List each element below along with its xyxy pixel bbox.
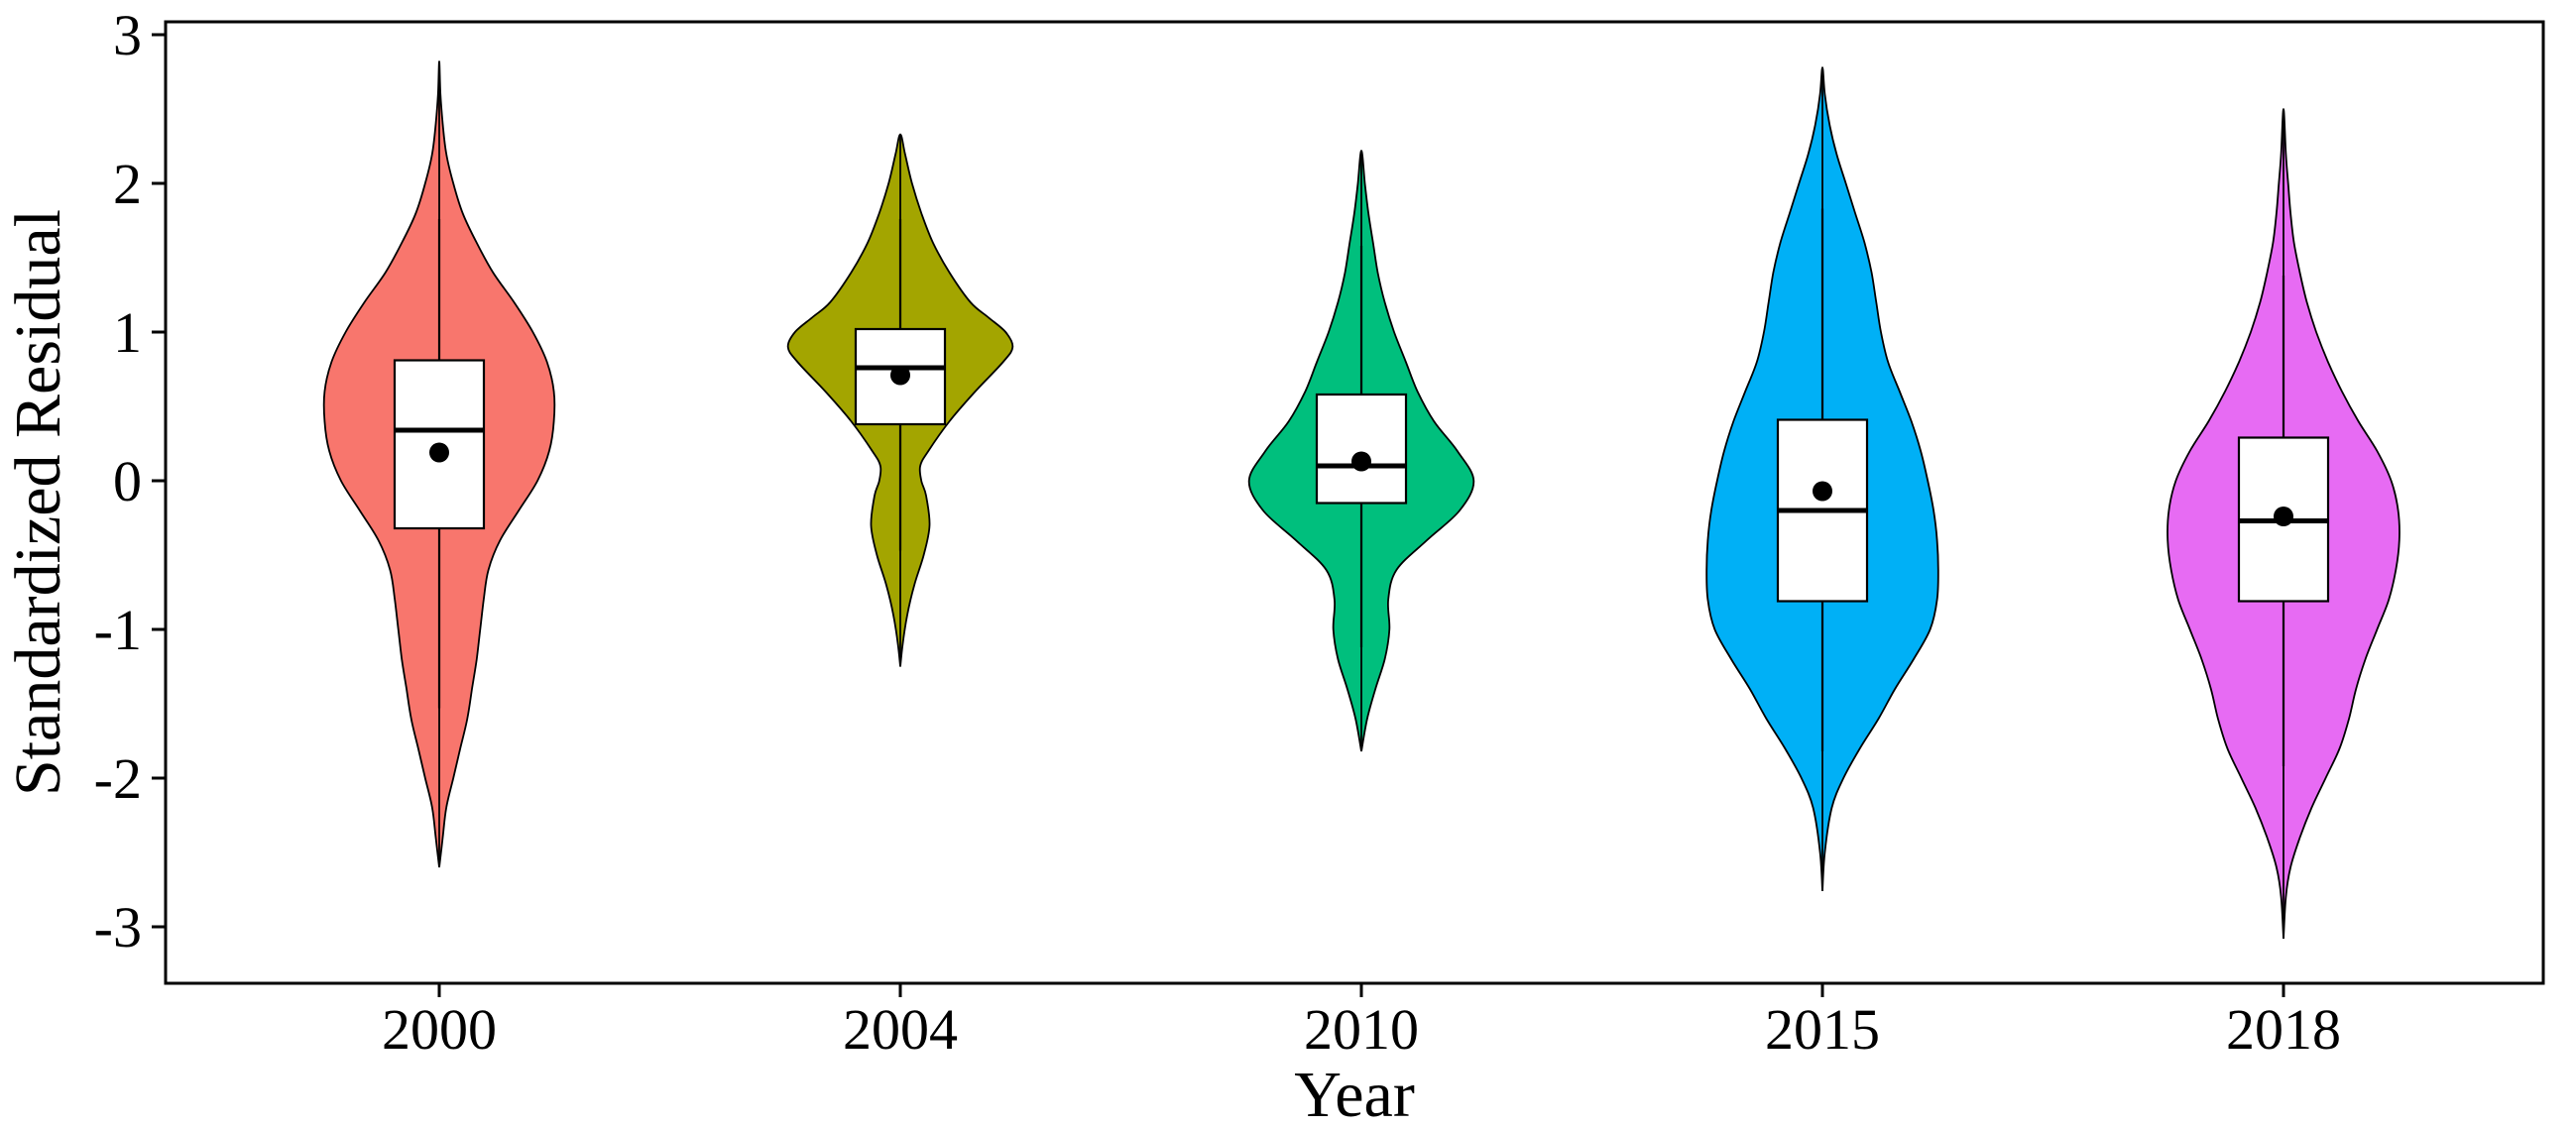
violin-group-2004	[786, 133, 1014, 667]
mean-point	[890, 365, 910, 386]
box-iqr	[1315, 393, 1408, 505]
x-tick-label: 2004	[843, 997, 958, 1062]
mean-point	[1351, 451, 1371, 472]
y-tick-label: -2	[94, 746, 142, 811]
y-tick-label: 3	[113, 3, 142, 67]
y-axis-title: Standardized Residual	[2, 209, 74, 796]
violins-layer	[322, 60, 2400, 940]
x-tick-label: 2018	[2226, 997, 2341, 1062]
violin-group-2015	[1705, 66, 1939, 892]
y-tick-label: 0	[113, 449, 142, 513]
mean-point	[1813, 481, 1832, 502]
violin-group-2010	[1247, 150, 1475, 752]
x-axis: 2000 2004 2010 2015 2018	[382, 983, 2341, 1062]
x-axis-title: Year	[1294, 1059, 1415, 1129]
violin-group-2000	[322, 60, 556, 868]
y-tick-label: 2	[113, 152, 142, 216]
x-tick-label: 2000	[382, 997, 497, 1062]
y-tick-label: 1	[113, 300, 142, 365]
x-tick-label: 2015	[1765, 997, 1880, 1062]
violin-group-2018	[2166, 108, 2400, 940]
mean-point	[2274, 507, 2293, 526]
mean-point	[429, 442, 449, 463]
y-tick-label: -3	[94, 895, 142, 960]
x-tick-label: 2010	[1304, 997, 1419, 1062]
y-tick-label: -1	[94, 598, 142, 662]
y-axis: -3 -2 -1 0 1 2 3	[94, 3, 166, 960]
